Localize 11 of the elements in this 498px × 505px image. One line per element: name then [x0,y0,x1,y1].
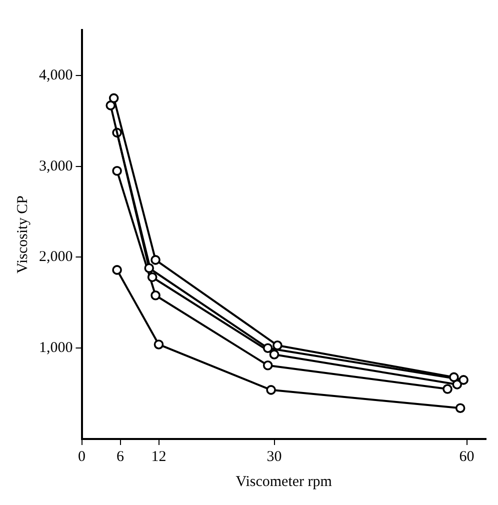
y-tick-label: 1,000 [39,340,73,356]
y-axis-title: Viscosity CP [14,196,31,274]
x-tick-label: 12 [151,448,166,465]
y-tick-label: 2,000 [39,249,73,266]
y-tick-label: 4,000 [39,67,73,84]
x-axis-title: Viscometer rpm [236,474,332,490]
x-tick-label: 0 [78,448,86,465]
x-tick-label: 30 [266,448,282,465]
y-tick-label: 3,000 [39,158,73,174]
x-tick-label: 60 [459,448,474,465]
x-tick-label: 6 [116,448,124,465]
